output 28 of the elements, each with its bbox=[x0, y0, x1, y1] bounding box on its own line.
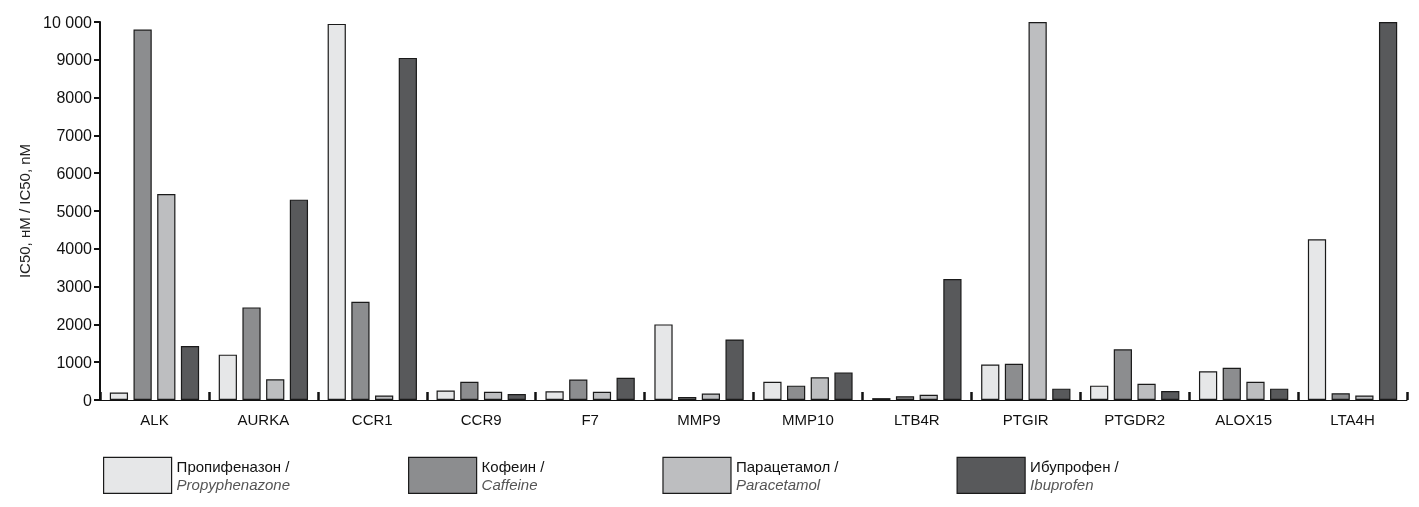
x-tick-label: MMP10 bbox=[782, 411, 834, 428]
x-tick-label: PTGDR2 bbox=[1104, 411, 1166, 428]
x-tick-label: PTGIR bbox=[1002, 411, 1049, 428]
x-tick-label: CCR9 bbox=[460, 411, 502, 428]
x-tick-label: MMP9 bbox=[677, 411, 721, 428]
x-tick-label: ALK bbox=[140, 411, 169, 428]
x-tick-label: AURKA bbox=[237, 411, 290, 428]
y-tick-label: 0 bbox=[83, 391, 93, 409]
y-axis-title: IC50, нМ / IC50, nM bbox=[16, 143, 34, 279]
y-tick-label: 6000 bbox=[56, 164, 93, 182]
legend-label: Ибупрофен / Ibuprofen bbox=[1030, 457, 1120, 493]
x-tick-label: LTA4H bbox=[1330, 411, 1375, 428]
y-tick-label: 3000 bbox=[56, 278, 93, 296]
y-tick-label: 7000 bbox=[56, 126, 93, 144]
y-tick-label: 4000 bbox=[56, 240, 93, 258]
legend-label: Кофеин / Caffeine bbox=[481, 457, 546, 493]
legend-label: Пропифеназон / Propyphenazone bbox=[176, 457, 291, 493]
x-tick-label: LTB4R bbox=[894, 411, 940, 428]
y-tick-label: 10 000 bbox=[43, 13, 93, 31]
x-tick-label: CCR1 bbox=[351, 411, 393, 428]
y-tick-label: 9000 bbox=[56, 51, 93, 69]
y-tick-label: 2000 bbox=[56, 315, 93, 333]
y-tick-label: 8000 bbox=[56, 89, 93, 107]
legend-label: Парацетамол / Paracetamol bbox=[735, 457, 840, 493]
x-tick-label: ALOX15 bbox=[1215, 411, 1272, 428]
y-tick-label: 5000 bbox=[56, 202, 93, 220]
x-tick-label: F7 bbox=[581, 411, 599, 428]
y-tick-label: 1000 bbox=[56, 353, 93, 371]
